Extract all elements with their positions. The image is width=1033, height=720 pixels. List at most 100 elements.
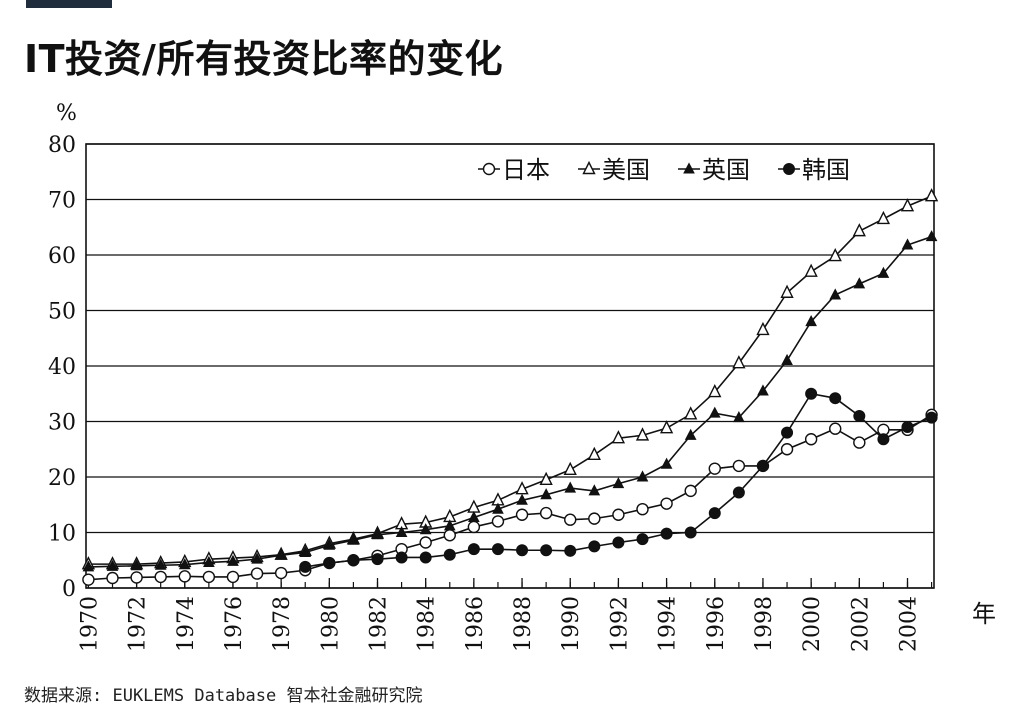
data-point (612, 508, 625, 521)
series-2 (81, 188, 939, 570)
data-point (106, 559, 119, 571)
legend: 日本 美国 英国 韩国 (478, 156, 850, 184)
data-point (636, 533, 649, 546)
data-point (130, 559, 143, 571)
data-point (178, 570, 191, 583)
legend-label: 英国 (702, 156, 750, 184)
data-point (540, 488, 552, 500)
data-point (877, 433, 890, 446)
data-point (588, 484, 601, 496)
x-tick-label: 1988 (511, 596, 536, 652)
data-point (274, 566, 288, 580)
data-point (925, 230, 938, 242)
data-point (853, 277, 866, 289)
data-point (467, 520, 481, 534)
x-tick-label: 1986 (463, 596, 488, 652)
data-point (82, 560, 95, 572)
data-point (515, 508, 529, 521)
data-point (925, 411, 938, 424)
data-point (853, 436, 866, 449)
plot-frame (85, 143, 935, 589)
data-point (732, 486, 745, 499)
data-point (540, 544, 553, 557)
x-tick-label: 1998 (752, 596, 777, 652)
data-point (684, 428, 697, 440)
data-point (708, 384, 722, 398)
x-tick-label: 1996 (704, 596, 729, 652)
data-point (154, 558, 167, 570)
data-point (539, 506, 553, 520)
data-point (635, 427, 650, 441)
data-point (684, 406, 698, 420)
data-point (829, 422, 842, 435)
legend-item: 英国 (678, 156, 750, 184)
data-point (805, 315, 817, 327)
data-point (781, 353, 793, 365)
data-point (684, 484, 697, 498)
series-line (88, 235, 932, 568)
legend-item: 日本 (478, 156, 550, 184)
data-point (491, 515, 505, 528)
y-tick-label: 20 (48, 466, 76, 491)
data-point (130, 571, 143, 584)
x-tick-label: 2004 (897, 596, 922, 652)
data-point (82, 573, 95, 586)
x-tick-label: 1970 (77, 596, 102, 652)
x-tick-label: 1974 (174, 596, 199, 652)
x-tick-label: 1976 (222, 596, 247, 652)
data-point (660, 527, 673, 540)
y-axis-label: % (56, 101, 77, 126)
y-tick-label: 40 (48, 355, 76, 380)
data-point (516, 544, 529, 557)
series-4 (299, 387, 938, 573)
data-point (805, 387, 818, 400)
data-point (106, 571, 119, 585)
data-point (588, 512, 601, 525)
axes: 0 10 20 30 40 50 60 70 80% 1970 1972 1974 1976 1978 19… (48, 101, 996, 652)
data-point (733, 411, 745, 423)
legend-label: 日本 (502, 156, 550, 184)
line-chart: 0 10 20 30 40 50 60 70 80% 1970 1972 1974 1976 1978 19… (48, 101, 996, 652)
data-point (419, 536, 432, 549)
data-point (323, 557, 336, 570)
data-point (443, 519, 456, 531)
chart-container: 0 10 20 30 40 50 60 70 80% 1970 1972 1974 1976 1978 19… (0, 88, 1033, 668)
data-point (732, 355, 746, 369)
y-tick-label: 30 (48, 411, 76, 436)
data-point (468, 510, 480, 523)
legend-label: 韩国 (802, 156, 850, 184)
x-tick-label: 1994 (656, 596, 681, 652)
source-note: 数据来源: EUKLEMS Database 智本社金融研究院 (24, 686, 423, 706)
data-point (563, 461, 577, 475)
data-point (853, 409, 866, 422)
data-point (612, 477, 625, 489)
data-point (492, 502, 504, 514)
data-point (780, 443, 794, 456)
data-point (516, 493, 528, 505)
data-point (178, 558, 191, 570)
data-point (347, 554, 360, 567)
data-point (299, 560, 312, 573)
y-tick-label: 80 (48, 133, 76, 158)
data-point (756, 321, 770, 336)
data-point (877, 266, 890, 278)
data-point (781, 426, 794, 439)
data-point (323, 538, 336, 550)
series-group (81, 188, 939, 586)
data-point (395, 525, 408, 537)
legend-item: 美国 (578, 156, 650, 184)
data-point (275, 548, 287, 560)
data-point (371, 528, 384, 540)
x-tick-label: 1990 (559, 596, 584, 652)
x-tick-label: 1992 (607, 596, 632, 652)
data-point (587, 446, 601, 460)
data-point (660, 497, 673, 510)
legend-item: 韩国 (778, 156, 850, 184)
data-point (611, 430, 626, 444)
data-point (660, 457, 673, 469)
data-point (564, 481, 577, 493)
grid-lines (86, 143, 934, 589)
legend-marker (783, 163, 795, 175)
data-point (347, 533, 360, 545)
y-tick-label: 10 (48, 522, 76, 547)
